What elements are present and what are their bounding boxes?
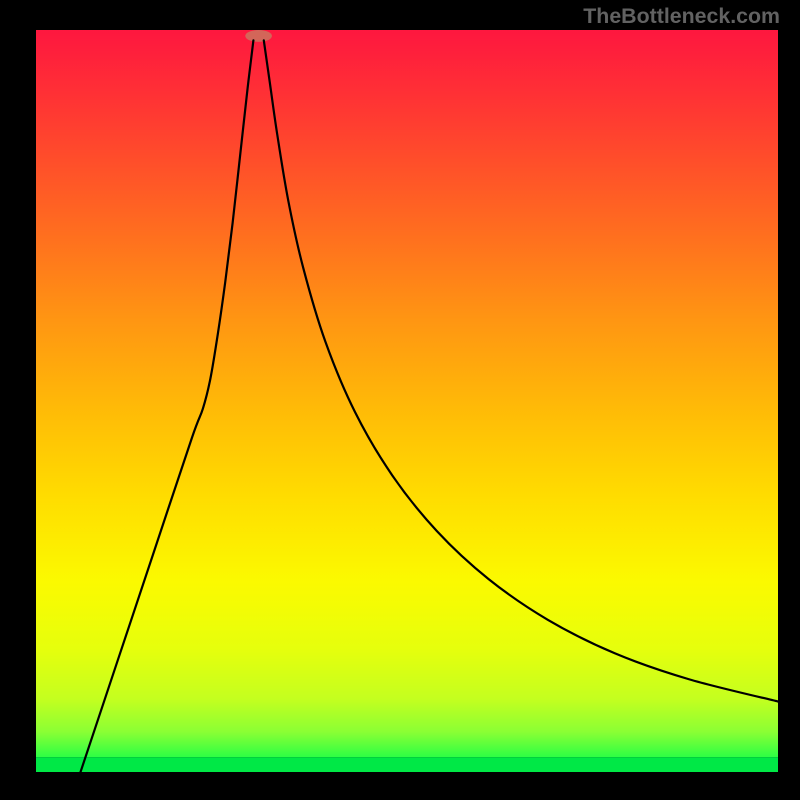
chart-inner <box>36 30 778 772</box>
chart-bottom-band <box>36 757 778 772</box>
dip-marker <box>245 30 272 42</box>
chart-stage: TheBottleneck.com <box>0 0 800 800</box>
watermark-text: TheBottleneck.com <box>583 4 780 29</box>
chart-background-gradient <box>36 30 778 757</box>
chart-svg <box>36 30 778 772</box>
